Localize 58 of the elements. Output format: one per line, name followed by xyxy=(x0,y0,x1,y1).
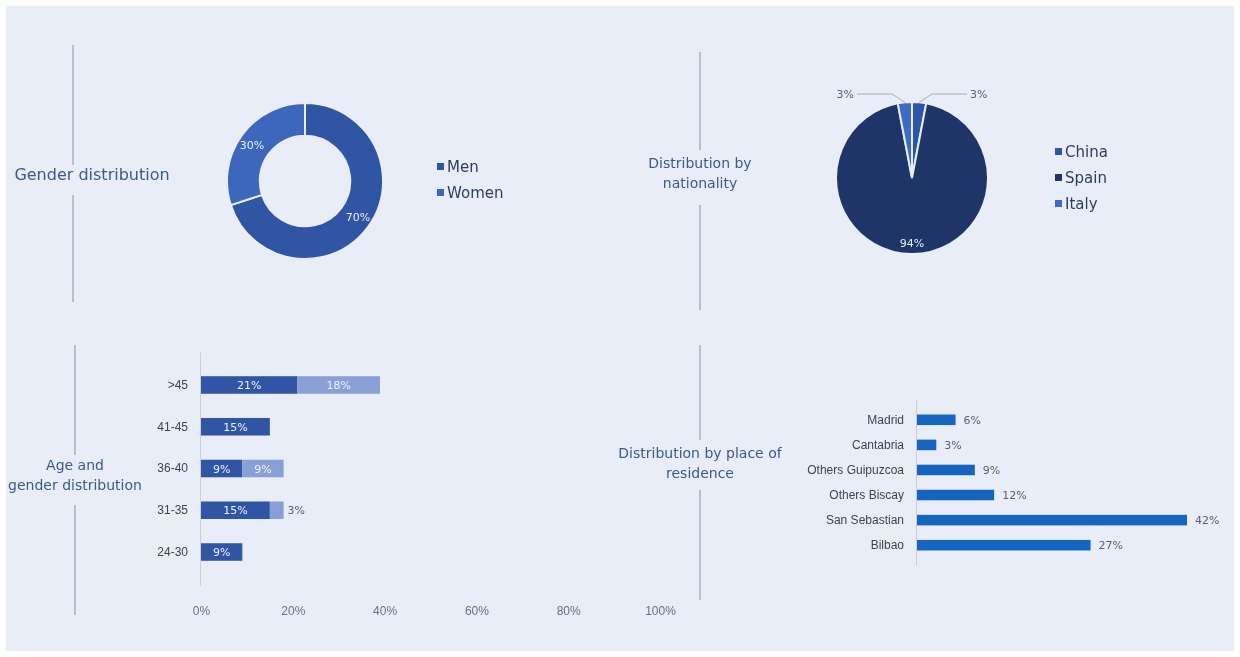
data-label: 94% xyxy=(899,236,925,250)
bar xyxy=(917,464,975,476)
y-tick-label: 36-40 xyxy=(157,461,189,476)
bar xyxy=(269,501,284,520)
data-label: 3% xyxy=(970,88,988,101)
legend-label: Women xyxy=(447,184,504,202)
bar xyxy=(917,514,1187,526)
data-label: 3% xyxy=(944,438,962,452)
y-tick-label: Others Guipuzcoa xyxy=(807,462,905,477)
bar xyxy=(297,376,381,394)
data-label: 15% xyxy=(223,420,248,434)
data-label: 30% xyxy=(239,138,265,152)
data-label: 21% xyxy=(236,378,262,392)
y-tick-label: >45 xyxy=(167,377,189,392)
data-label: 12% xyxy=(1002,489,1027,503)
data-label: 42% xyxy=(1195,514,1220,528)
y-tick-label: 24-30 xyxy=(157,544,189,559)
y-tick-label: Cantabria xyxy=(851,437,905,452)
pie-slice xyxy=(835,102,989,255)
y-tick-label: 41-45 xyxy=(157,419,189,434)
data-label: 3% xyxy=(287,504,306,518)
bar xyxy=(917,439,937,451)
text: Distribution by place of residence xyxy=(618,445,783,481)
bar xyxy=(201,376,298,394)
bar xyxy=(917,414,956,426)
bar xyxy=(201,501,270,520)
text: Gender distribution xyxy=(14,165,170,184)
text: 60% xyxy=(464,603,489,618)
data-label: 15% xyxy=(223,504,248,518)
data-label: 3% xyxy=(836,88,854,101)
data-label: 6% xyxy=(963,413,982,427)
donut-slice xyxy=(229,102,384,260)
bar xyxy=(917,539,1091,551)
y-tick-label: Bilbao xyxy=(870,538,905,553)
text: Distribution by nationality xyxy=(648,155,752,191)
text: 80% xyxy=(556,603,581,618)
y-tick-label: 31-35 xyxy=(157,503,189,518)
legend-label: Men xyxy=(447,158,479,176)
bar xyxy=(201,417,270,436)
y-tick-label: Madrid xyxy=(867,412,904,427)
y-tick-label: San Sebastian xyxy=(825,512,904,527)
data-label: 18% xyxy=(326,378,351,392)
data-label: 9% xyxy=(982,463,1001,477)
text: 40% xyxy=(373,603,398,618)
bar xyxy=(917,489,995,501)
text: 20% xyxy=(281,603,306,618)
y-tick-label: Others Biscay xyxy=(829,487,904,502)
data-label: 9% xyxy=(254,462,272,476)
text: Age and gender distribution xyxy=(8,457,142,493)
data-label: 70% xyxy=(345,211,371,225)
text: 100% xyxy=(645,603,676,618)
data-label: 9% xyxy=(212,546,231,560)
data-label: 9% xyxy=(212,462,231,476)
data-label: 27% xyxy=(1098,539,1124,553)
legend-label: Italy xyxy=(1065,195,1098,213)
text: 0% xyxy=(192,603,211,618)
legend-label: Spain xyxy=(1065,169,1107,187)
legend-label: China xyxy=(1065,143,1108,161)
